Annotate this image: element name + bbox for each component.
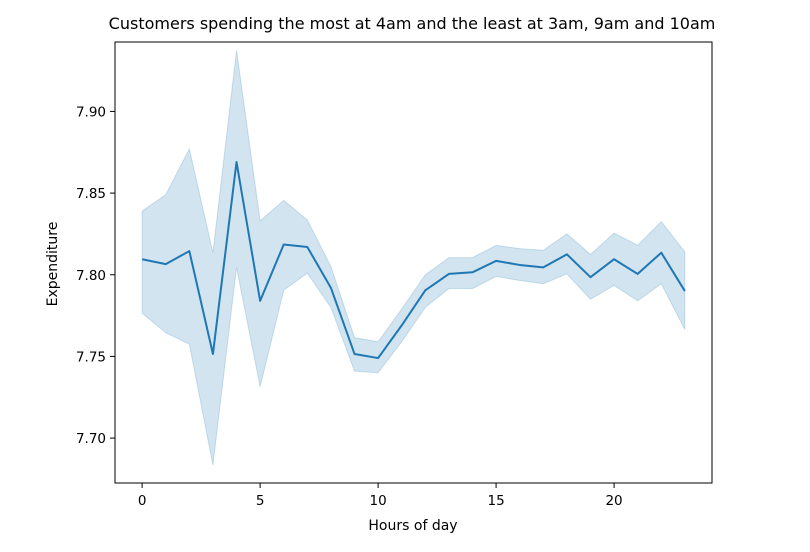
y-tick-label: 7.80	[76, 268, 106, 284]
y-tick-label: 7.90	[76, 104, 106, 120]
data-point	[258, 299, 262, 303]
x-tick-label: 0	[138, 493, 147, 509]
data-point	[400, 323, 404, 327]
data-point	[164, 262, 168, 266]
data-point	[187, 249, 191, 253]
plot-area	[114, 41, 713, 484]
data-point	[235, 160, 239, 164]
confidence-band	[141, 50, 686, 466]
data-point	[470, 270, 474, 274]
x-tick-label: 10	[370, 493, 387, 509]
data-point	[447, 272, 451, 276]
x-tick-label: 20	[605, 493, 622, 509]
y-tick-label: 7.75	[76, 349, 106, 365]
data-point	[353, 352, 357, 356]
data-point	[612, 257, 616, 261]
x-tick-label: 5	[256, 493, 265, 509]
data-point	[423, 288, 427, 292]
data-point	[211, 352, 215, 356]
data-point	[282, 243, 286, 247]
data-point	[588, 275, 592, 279]
x-axis-label: Hours of day	[368, 518, 457, 534]
y-axis: 7.70 7.75 7.80 7.85 7.90	[76, 104, 115, 447]
data-point	[565, 252, 569, 256]
data-point	[541, 265, 545, 269]
series-line	[141, 161, 686, 360]
data-point	[518, 263, 522, 267]
x-axis: 0 5 10 15 20	[138, 483, 623, 509]
y-tick-label: 7.85	[76, 186, 106, 202]
plot-frame	[114, 41, 713, 484]
y-tick-label: 7.70	[76, 431, 106, 447]
data-point	[376, 356, 380, 360]
data-point	[494, 259, 498, 263]
data-point	[140, 257, 144, 261]
chart-title: Customers spending the most at 4am and t…	[109, 14, 716, 33]
data-point	[636, 272, 640, 276]
x-tick-label: 15	[487, 493, 504, 509]
data-point	[305, 245, 309, 249]
data-point	[329, 286, 333, 290]
data-point	[683, 289, 687, 293]
y-axis-label: Expenditure	[45, 222, 61, 307]
data-point	[659, 251, 663, 255]
